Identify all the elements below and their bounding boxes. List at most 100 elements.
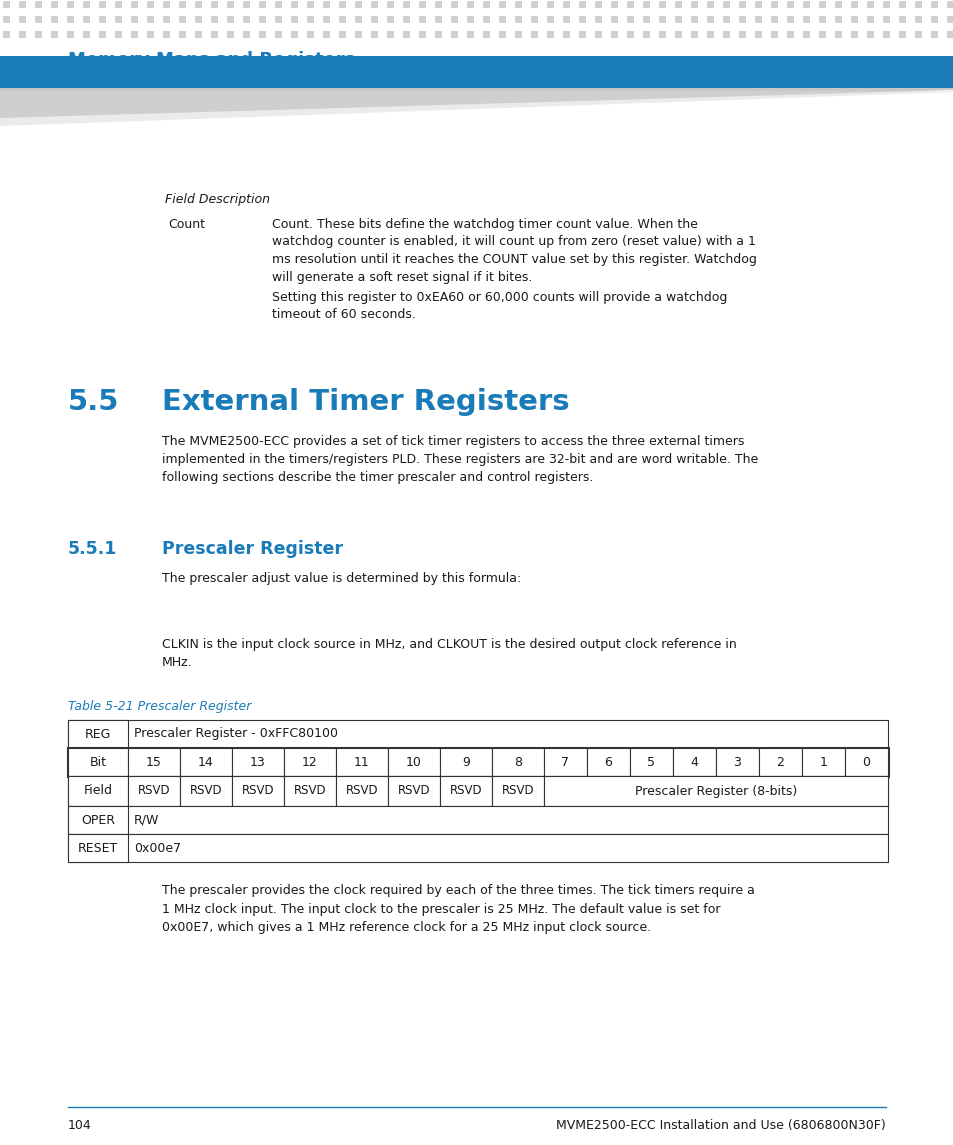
Bar (595, 1, 601, 8)
Bar (451, 1, 457, 8)
Text: RSVD: RSVD (294, 784, 326, 798)
Bar (626, 1, 634, 8)
Bar (930, 31, 937, 38)
Bar (274, 1, 282, 8)
Bar (258, 31, 266, 38)
Bar (930, 1, 937, 8)
Bar (642, 16, 649, 23)
Bar (531, 1, 537, 8)
Bar (67, 16, 74, 23)
Bar (818, 16, 825, 23)
Bar (914, 16, 921, 23)
Bar (387, 1, 394, 8)
Bar (232, 748, 284, 776)
Bar (284, 776, 335, 806)
Text: R/W: R/W (133, 813, 159, 827)
Bar (99, 31, 106, 38)
Bar (307, 16, 314, 23)
Bar (51, 16, 58, 23)
Bar (291, 31, 297, 38)
Bar (402, 16, 410, 23)
Text: 9: 9 (461, 756, 470, 768)
Bar (284, 748, 335, 776)
Bar (882, 1, 889, 8)
Bar (786, 1, 793, 8)
Text: 7: 7 (561, 756, 569, 768)
Text: OPER: OPER (81, 813, 115, 827)
Bar (131, 1, 138, 8)
Bar (759, 748, 801, 776)
Bar (626, 16, 634, 23)
Bar (3, 31, 10, 38)
Bar (850, 16, 857, 23)
Bar (562, 16, 569, 23)
Bar (946, 31, 953, 38)
Bar (291, 16, 297, 23)
Text: Bit: Bit (90, 756, 107, 768)
Text: RSVD: RSVD (501, 784, 534, 798)
Bar (675, 1, 681, 8)
Bar (770, 1, 778, 8)
Bar (68, 806, 128, 834)
Bar (435, 31, 441, 38)
Bar (498, 31, 505, 38)
Text: Field: Field (84, 784, 112, 798)
Text: RSVD: RSVD (241, 784, 274, 798)
Bar (770, 16, 778, 23)
Bar (19, 16, 26, 23)
Bar (754, 31, 761, 38)
Bar (739, 16, 745, 23)
Bar (690, 31, 698, 38)
Bar (467, 1, 474, 8)
Bar (543, 776, 887, 806)
Bar (68, 720, 128, 748)
Bar (754, 1, 761, 8)
Bar (898, 16, 905, 23)
Text: Field Description: Field Description (165, 194, 270, 206)
Bar (180, 776, 232, 806)
Text: 11: 11 (354, 756, 370, 768)
Bar (211, 31, 218, 38)
Bar (866, 31, 873, 38)
Text: 0: 0 (862, 756, 869, 768)
Bar (338, 1, 346, 8)
Bar (194, 31, 202, 38)
Bar (402, 1, 410, 8)
Bar (435, 1, 441, 8)
Bar (323, 31, 330, 38)
Bar (610, 16, 618, 23)
Bar (355, 31, 361, 38)
Bar (179, 16, 186, 23)
Bar (131, 16, 138, 23)
Bar (610, 31, 618, 38)
Text: Prescaler Register (8-bits): Prescaler Register (8-bits) (634, 784, 797, 798)
Bar (818, 1, 825, 8)
Bar (418, 31, 426, 38)
Bar (531, 31, 537, 38)
Bar (546, 16, 554, 23)
Bar (147, 16, 153, 23)
Bar (19, 31, 26, 38)
Bar (418, 16, 426, 23)
Bar (578, 1, 585, 8)
Bar (35, 16, 42, 23)
Text: 0x00e7: 0x00e7 (133, 842, 181, 854)
Text: 4: 4 (690, 756, 698, 768)
Bar (672, 748, 716, 776)
Bar (850, 31, 857, 38)
Bar (914, 1, 921, 8)
Bar (786, 31, 793, 38)
Bar (355, 1, 361, 8)
Text: RESET: RESET (78, 842, 118, 854)
Text: Setting this register to 0xEA60 or 60,000 counts will provide a watchdog
timeout: Setting this register to 0xEA60 or 60,00… (272, 291, 726, 322)
Bar (323, 16, 330, 23)
Bar (194, 1, 202, 8)
Bar (68, 720, 887, 748)
Bar (3, 16, 10, 23)
Bar (435, 16, 441, 23)
Bar (439, 776, 492, 806)
Text: Prescaler Register - 0xFFC80100: Prescaler Register - 0xFFC80100 (133, 727, 337, 741)
Bar (801, 748, 844, 776)
Bar (115, 31, 122, 38)
Bar (323, 1, 330, 8)
